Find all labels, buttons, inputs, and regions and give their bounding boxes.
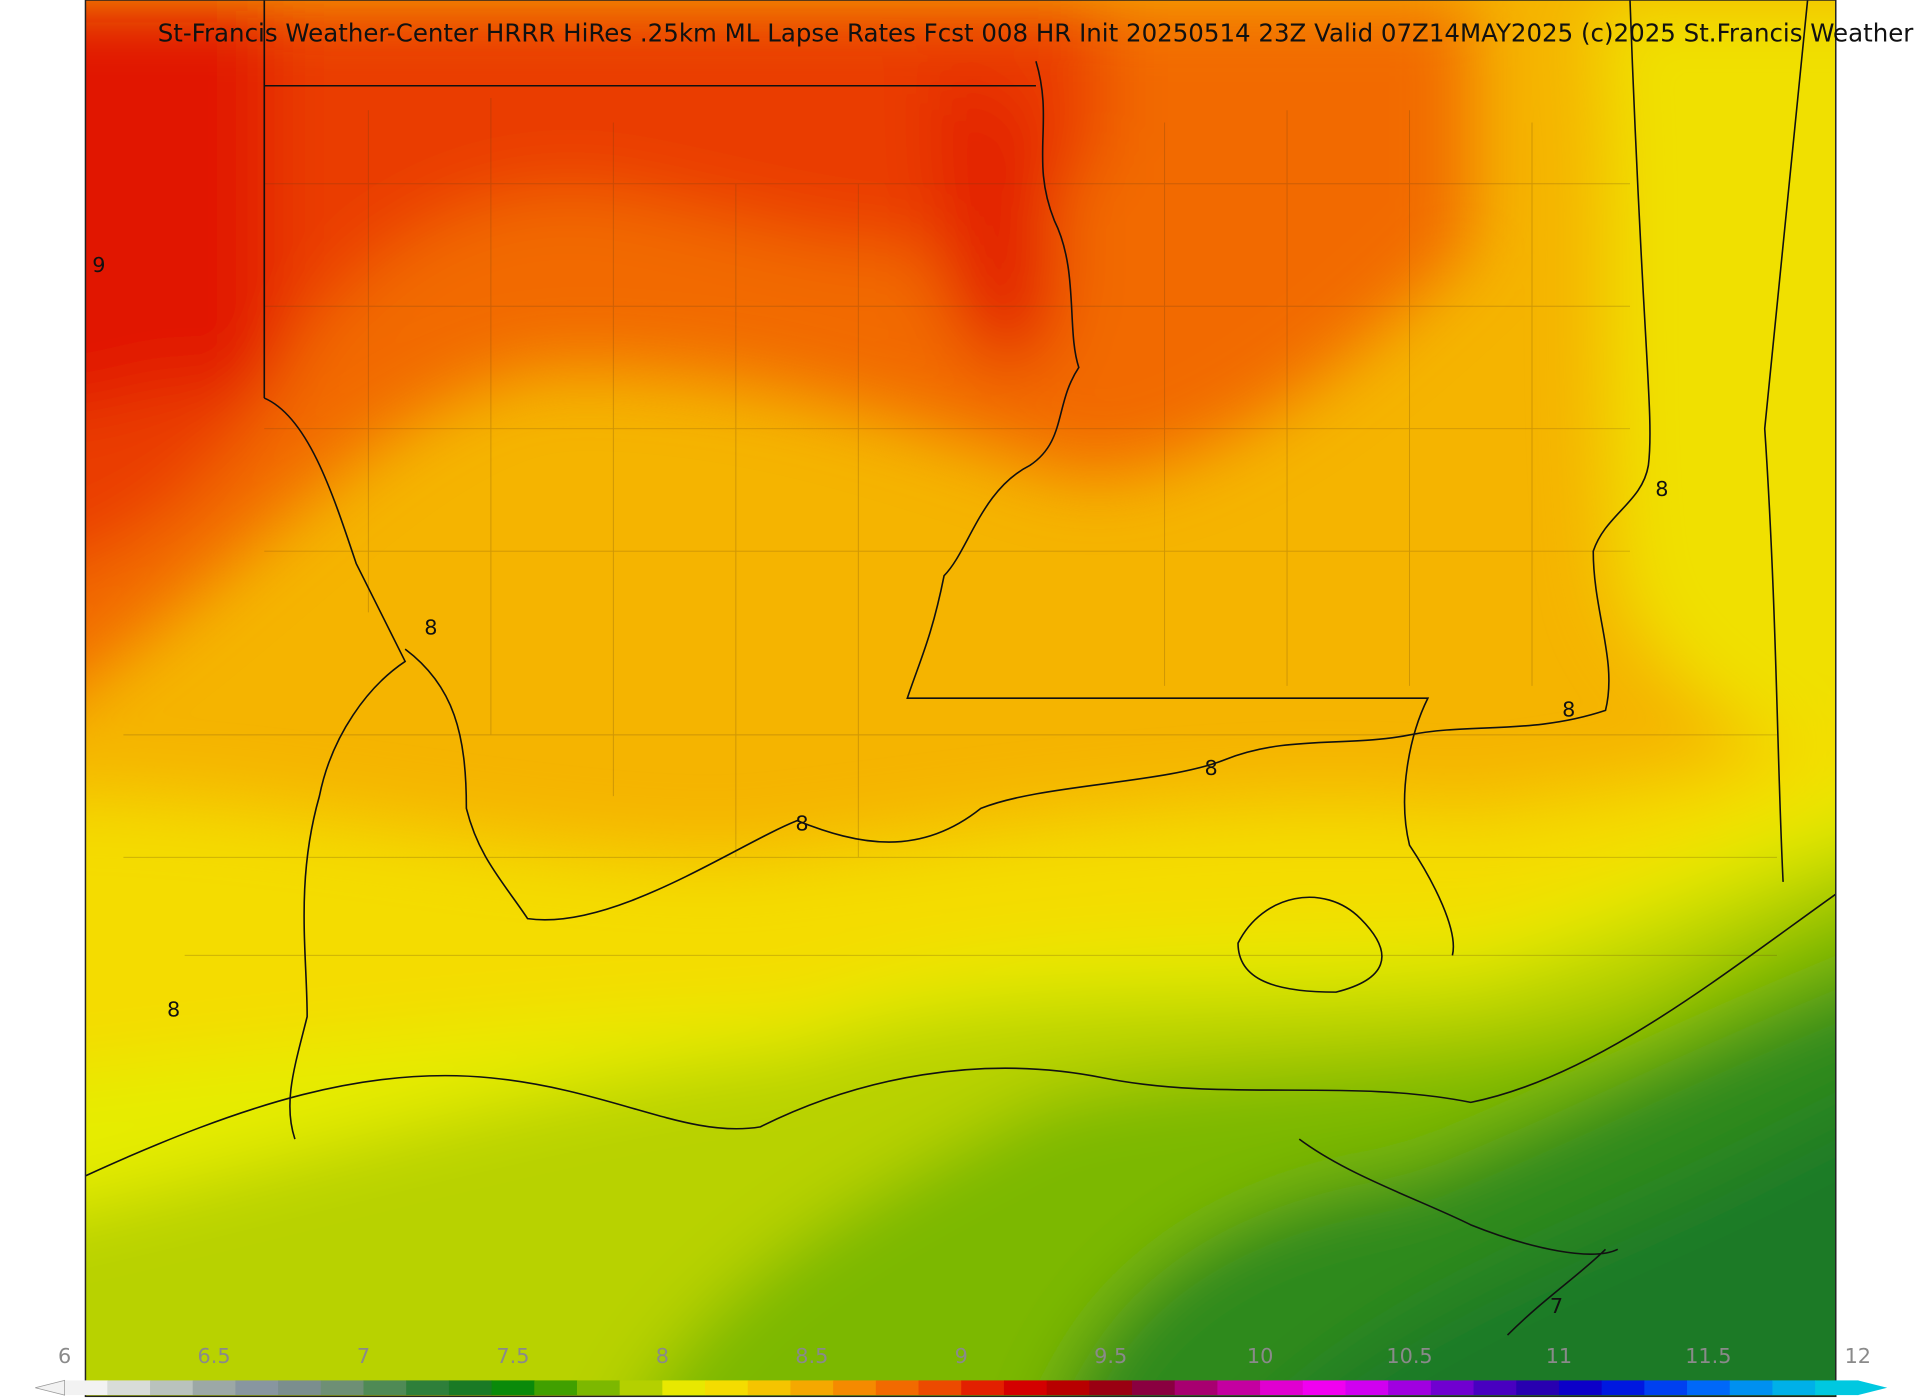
map-frame <box>84 0 1837 1398</box>
colorbar-swatch <box>1388 1380 1432 1396</box>
colorbar-swatch <box>1473 1380 1517 1396</box>
colorbar-swatch <box>1558 1380 1603 1396</box>
colorbar-swatch <box>107 1380 151 1396</box>
colorbar-swatch <box>576 1380 621 1396</box>
contour-label: 9 <box>92 253 105 277</box>
contour-label: 8 <box>1562 697 1575 721</box>
colorbar-swatch <box>875 1380 920 1396</box>
colorbar-swatch <box>491 1380 535 1396</box>
colorbar: 6 6.5 7 7.5 8 8.5 9 9.5 10 10.5 11 11.5 12 <box>35 1344 1888 1396</box>
colorbar-swatch <box>1260 1380 1304 1396</box>
colorbar-swatch <box>705 1380 749 1396</box>
colorbar-swatch <box>235 1380 279 1396</box>
colorbar-swatch <box>1430 1380 1475 1396</box>
contour-label: 8 <box>795 811 808 835</box>
colorbar-tick-label: 11 <box>1546 1344 1572 1368</box>
colorbar-tick-label: 7.5 <box>496 1344 529 1368</box>
colorbar-swatch <box>448 1380 493 1396</box>
colorbar-swatch <box>150 1380 194 1396</box>
colorbar-swatch <box>1217 1380 1261 1396</box>
colorbar-swatch <box>363 1380 407 1396</box>
colorbar-swatch <box>1046 1380 1090 1396</box>
colorbar-tick-label: 12 <box>1845 1344 1871 1368</box>
colorbar-swatch <box>1601 1380 1645 1396</box>
colorbar-over <box>1857 1380 1888 1396</box>
colorbar-swatch <box>662 1380 706 1396</box>
colorbar-under <box>35 1379 66 1396</box>
colorbar-swatch <box>747 1380 792 1396</box>
colorbar-swatch <box>1772 1380 1816 1396</box>
colorbar-swatch <box>64 1380 108 1396</box>
colorbar-tick-label: 6.5 <box>198 1344 231 1368</box>
colorbar-swatch <box>1815 1380 1859 1396</box>
copyright: (c)2025 St.Francis Weather <box>1581 18 1914 47</box>
colorbar-swatch <box>1687 1380 1731 1396</box>
colorbar-swatch <box>918 1380 962 1396</box>
map-title: St-Francis Weather-Center HRRR HiRes .25… <box>158 18 1574 47</box>
colorbar-swatch <box>1302 1380 1347 1396</box>
colorbar-tick-label: 7 <box>357 1344 370 1368</box>
colorbar-swatch <box>320 1380 365 1396</box>
contour-label: 8 <box>1655 477 1668 501</box>
colorbar-tick-label: 8.5 <box>795 1344 828 1368</box>
colorbar-swatch <box>961 1380 1005 1396</box>
contour-labels: 9 8 8 8 8 8 8 7 <box>92 253 1668 1318</box>
colorbar-tick-label: 8 <box>656 1344 669 1368</box>
colorbar-tick-label: 10 <box>1247 1344 1273 1368</box>
colorbar-swatch <box>278 1380 322 1396</box>
colorbar-swatch <box>1132 1380 1176 1396</box>
colorbar-tick-label: 9 <box>955 1344 968 1368</box>
colorbar-tick-label: 6 <box>58 1344 71 1368</box>
contour-label: 8 <box>167 997 180 1021</box>
colorbar-swatch <box>1089 1380 1133 1396</box>
colorbar-swatch <box>406 1380 450 1396</box>
colorbar-swatch <box>534 1380 578 1396</box>
colorbar-tick-label: 11.5 <box>1685 1344 1731 1368</box>
colorbar-swatch <box>1729 1380 1774 1396</box>
colorbar-swatch <box>1174 1380 1219 1396</box>
county-lines <box>123 97 1777 956</box>
contour-label: 8 <box>1204 756 1217 780</box>
colorbar-swatch <box>1516 1380 1560 1396</box>
colorbar-swatch <box>1345 1380 1389 1396</box>
colorbar-tick-label: 10.5 <box>1386 1344 1432 1368</box>
colorbar-swatch <box>833 1380 877 1396</box>
colorbar-swatch <box>1644 1380 1688 1396</box>
colorbar-swatch <box>619 1380 663 1396</box>
colorbar-swatch <box>1003 1380 1048 1396</box>
state-borders <box>85 0 1836 1336</box>
colorbar-swatch <box>192 1380 237 1396</box>
colorbar-tick-label: 9.5 <box>1094 1344 1127 1368</box>
contour-label: 7 <box>1550 1294 1563 1318</box>
colorbar-swatch <box>790 1380 834 1396</box>
contour-label: 8 <box>424 615 437 639</box>
